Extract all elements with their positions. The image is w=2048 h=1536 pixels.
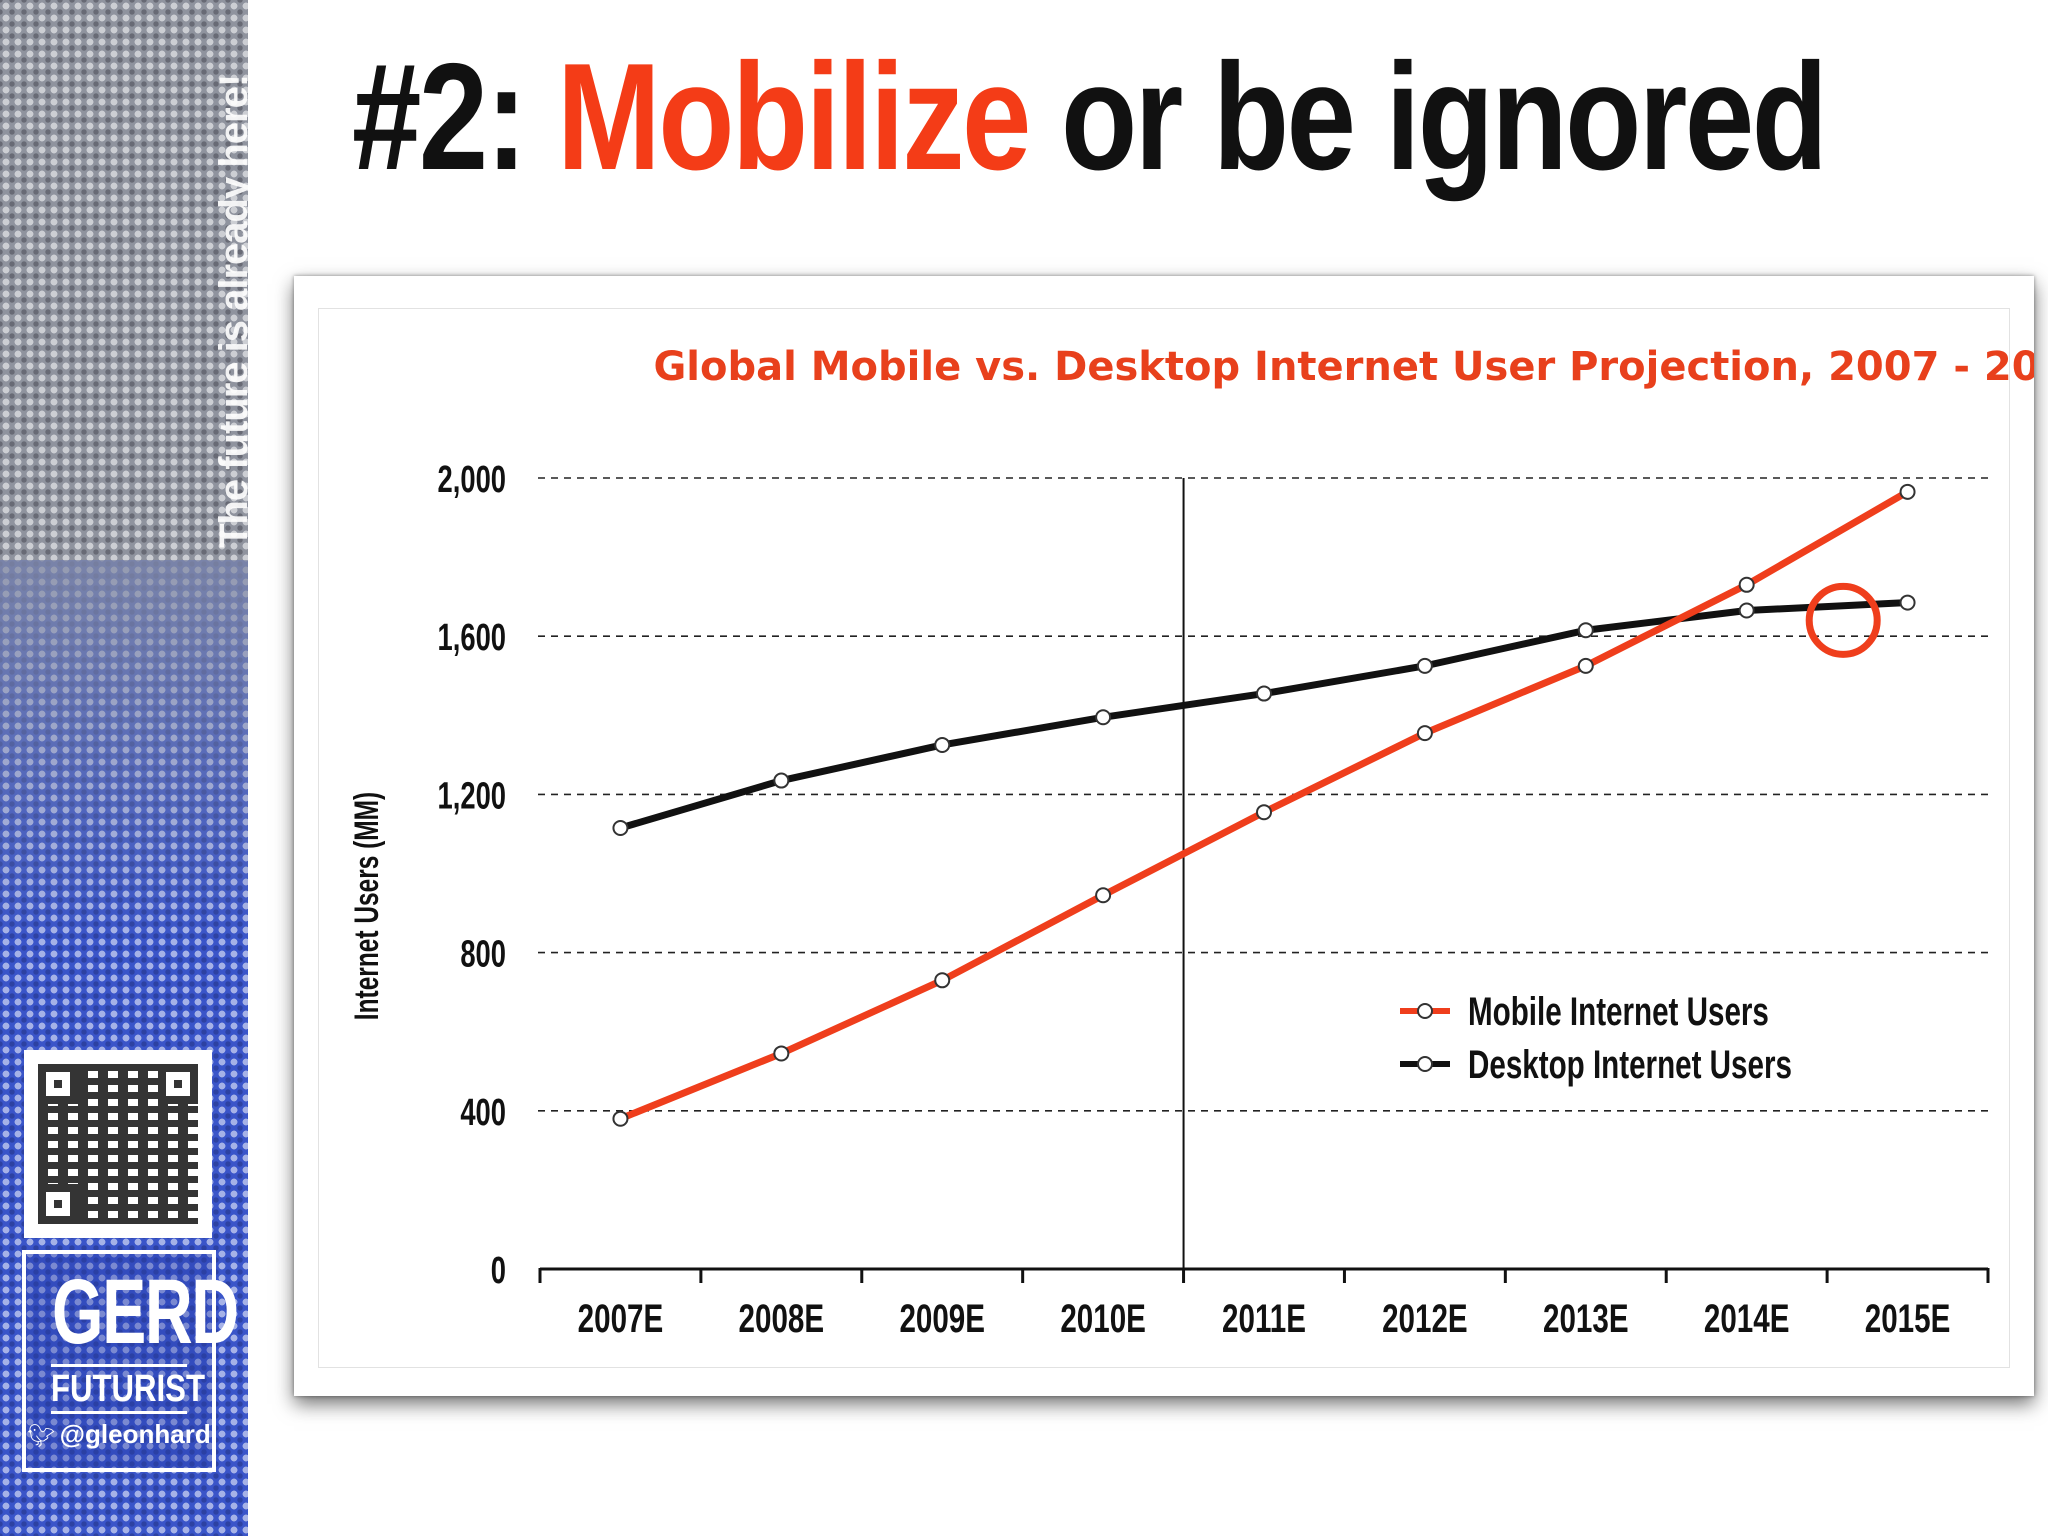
headline-suffix: or be ignored [1028,32,1828,202]
qr-code-icon[interactable] [24,1050,212,1238]
y-tick-label: 1,600 [438,617,506,659]
y-axis: 0 400 800 1,200 1,600 2,000 [438,459,506,1292]
side-strip-fade [0,560,248,940]
x-tick-label: 2014E [1704,1297,1790,1341]
legend-swatch-marker [1417,1003,1433,1019]
x-tick-label: 2012E [1382,1297,1468,1341]
y-tick-label: 1,200 [438,775,506,817]
qr-finder [38,1064,78,1104]
data-point [1899,483,1916,500]
side-strip-gray [0,0,248,560]
side-tagline: The future is already here! [212,74,256,548]
data-point [773,1045,790,1062]
annotations [1805,582,1881,658]
series-mobile [612,483,1916,1127]
headline-accent: Mobilize [556,32,1031,202]
y-tick-label: 800 [460,933,506,975]
x-tick-label: 2011E [1222,1297,1306,1341]
data-point [1577,622,1594,639]
legend-label: Mobile Internet Users [1468,990,1769,1034]
data-point [773,772,790,789]
data-point [934,972,951,989]
data-point [1095,887,1112,904]
y-tick-label: 0 [491,1250,506,1292]
series-desktop [612,594,1916,837]
gerd-badge: GERD FUTURIST 🐦︎ @gleonhard [22,1250,239,1472]
badge-handle: @gleonhard [59,1419,211,1449]
x-tick-label: 2009E [899,1297,985,1341]
crossover-circle [1805,582,1881,658]
y-tick-label: 2,000 [438,459,506,501]
data-point [1095,709,1112,726]
x-tick-label: 2008E [739,1297,825,1341]
x-tick-label: 2013E [1543,1297,1629,1341]
qr-finder [158,1064,198,1104]
badge-name: GERD [52,1261,239,1363]
badge-handle-row[interactable]: 🐦︎ @gleonhard [26,1414,212,1454]
side-strip: The future is already here! GERD FUTURIS… [0,0,256,1536]
data-point [1416,657,1433,674]
x-tick-labels: 2007E 2008E 2009E 2010E 2011E 2012E 2013E 2014E… [578,1297,1951,1341]
data-point [1738,602,1755,619]
data-point [934,736,951,753]
data-point [1416,725,1433,742]
y-axis-title: Internet Users (MM) [348,792,386,1020]
x-tick-label: 2007E [578,1297,664,1341]
chart-title: Global Mobile vs. Desktop Internet User … [653,344,2034,390]
legend-swatch-marker [1417,1056,1433,1072]
x-tick-label: 2010E [1060,1297,1146,1341]
x-axis [538,478,1990,1283]
chart-card: Global Mobile vs. Desktop Internet User … [294,276,2034,1396]
line-chart: Global Mobile vs. Desktop Internet User … [348,344,2034,1341]
data-point [1256,685,1272,702]
badge-role: FUTURIST [50,1364,205,1414]
chart-frame [318,308,2010,1368]
data-point [1899,594,1916,611]
data-point [612,820,629,837]
data-point [1738,576,1755,593]
data-point [612,1110,629,1127]
qr-pattern [38,1064,198,1224]
headline: #2: Mobilize or be ignored [352,22,1828,212]
x-tick-label: 2015E [1865,1297,1951,1341]
headline-prefix: #2: [352,32,557,202]
data-point [1256,804,1272,821]
qr-finder [38,1184,78,1224]
legend-label: Desktop Internet Users [1468,1043,1792,1087]
y-tick-label: 400 [460,1092,506,1134]
series [612,483,1916,1127]
legend: Mobile Internet Users Desktop Internet Us… [1400,990,1792,1087]
bird-icon: 🐦︎ [27,1423,56,1448]
data-point [1577,657,1594,674]
